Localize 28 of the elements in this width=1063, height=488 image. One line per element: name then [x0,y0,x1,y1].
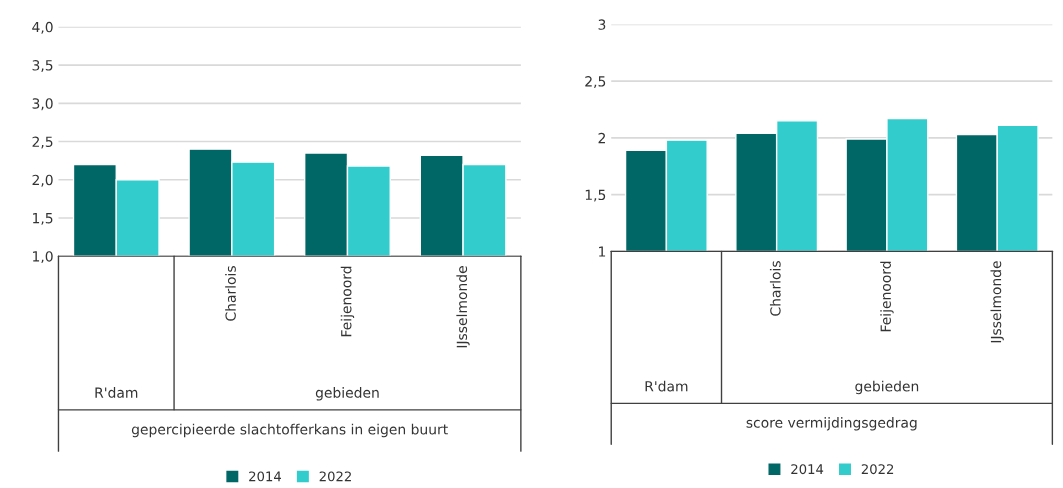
x-tick-label: Feijenoord [880,261,894,332]
x-axis-title: score vermijdingsgedrag [746,417,917,431]
y-tick-label: 1,0 [33,251,53,264]
y-tick-label: 3 [598,19,606,30]
x-tick-label: Charlois [225,266,236,321]
y-tick-label: 1 [599,246,606,257]
y-tick-label: 2,5 [585,76,606,89]
y-tick-label: 1,5 [33,213,53,225]
x-tick-label: Charlois [769,261,781,316]
legend-label: 2014 [249,471,282,482]
y-tick-label: 2,5 [32,136,53,149]
y-tick-label: 1,5 [585,189,606,202]
x-tick-label: IJsselmonde [456,266,470,348]
x-tick-label: IJsselmonde [990,261,1004,343]
y-tick-label: 4,0 [32,21,53,34]
legend-label: 2014 [791,464,824,475]
text: gebieden [315,387,379,401]
y-tick-label: 3,0 [32,98,53,111]
y-tick-label: 2 [598,132,605,144]
text: gebieden [855,380,919,395]
legend-label: 2022 [319,471,351,482]
y-tick-label: 2,0 [32,174,53,187]
text: R'dam [95,387,138,398]
x-tick-label: Feijenoord [340,266,355,337]
text: R'dam [645,380,688,392]
x-axis-title: gepercipieerde slachtofferkans in eigen buurt [131,423,448,438]
y-tick-label: 3,5 [32,60,53,72]
legend-label: 2022 [861,464,894,475]
